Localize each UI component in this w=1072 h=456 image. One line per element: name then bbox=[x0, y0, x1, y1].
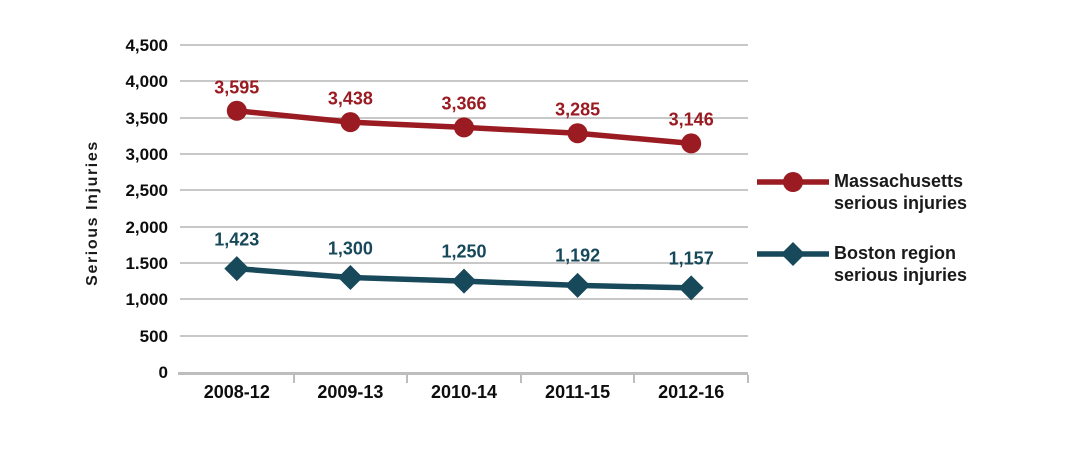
y-axis-tick-label: 3,000 bbox=[125, 145, 168, 164]
legend-label-massachusetts: Massachusetts serious injuries bbox=[834, 170, 967, 214]
y-axis-tick-label: 500 bbox=[139, 326, 168, 346]
legend-marker-diamond-icon bbox=[757, 242, 829, 266]
gridline bbox=[180, 44, 748, 46]
x-axis-tick-label: 2008-12 bbox=[203, 382, 270, 402]
data-point-label: 1,423 bbox=[214, 229, 260, 250]
data-point-marker bbox=[678, 275, 704, 301]
y-axis-tick-label: 1,000 bbox=[125, 290, 168, 310]
y-axis-tick-label: 4,500 bbox=[125, 36, 168, 55]
data-point-marker bbox=[681, 133, 702, 154]
legend-marker-circle-icon bbox=[757, 172, 829, 192]
data-point-marker bbox=[567, 123, 588, 144]
legend-label-line: serious injuries bbox=[834, 193, 968, 213]
gridline bbox=[180, 189, 748, 192]
y-axis-tick-label: 0 bbox=[158, 363, 168, 382]
y-axis-tick-label: 2,500 bbox=[125, 181, 168, 201]
x-axis-tick-label: 2012-16 bbox=[658, 382, 725, 402]
y-axis-tick-label: 2,000 bbox=[125, 217, 168, 237]
x-axis-tick-label: 2011-15 bbox=[545, 382, 611, 402]
gridline bbox=[180, 334, 748, 337]
data-point-marker bbox=[224, 256, 250, 282]
data-point-label: 1,192 bbox=[555, 245, 601, 266]
legend-item-massachusetts: Massachusetts serious injuries bbox=[757, 170, 967, 214]
legend-label-line: Boston region bbox=[834, 243, 956, 263]
x-axis-tick-label: 2010-14 bbox=[430, 382, 498, 402]
data-point-marker bbox=[454, 117, 474, 138]
x-axis-tick bbox=[519, 375, 522, 383]
data-point-label: 3,146 bbox=[668, 109, 714, 130]
chart-legend: Massachusetts serious injuries Boston re… bbox=[757, 0, 1072, 456]
gridline bbox=[180, 80, 748, 83]
y-axis-tick-label: 4,000 bbox=[125, 72, 168, 92]
x-axis-tick bbox=[406, 375, 409, 383]
legend-item-boston-region: Boston region serious injuries bbox=[757, 242, 967, 286]
data-point-marker bbox=[565, 272, 591, 298]
data-point-label: 1,157 bbox=[668, 248, 714, 269]
data-point-label: 1,300 bbox=[327, 238, 373, 259]
y-axis-tick-label: 1.500 bbox=[125, 254, 168, 273]
gridline bbox=[180, 262, 748, 264]
data-point-label: 3,285 bbox=[555, 99, 601, 120]
x-axis-tick bbox=[292, 375, 295, 383]
data-point-marker bbox=[337, 265, 363, 291]
y-axis-tick-label: 3,500 bbox=[125, 108, 168, 128]
data-point-label: 1,250 bbox=[441, 241, 487, 262]
legend-label-boston-region: Boston region serious injuries bbox=[834, 242, 967, 286]
gridline bbox=[180, 225, 748, 228]
data-point-marker bbox=[340, 112, 361, 133]
gridline bbox=[180, 153, 748, 155]
x-axis-tick-label: 2009-13 bbox=[317, 382, 384, 402]
data-point-label: 3,438 bbox=[327, 88, 373, 109]
legend-label-line: serious injuries bbox=[834, 265, 968, 285]
data-point-marker bbox=[451, 268, 477, 294]
gridline bbox=[180, 298, 748, 301]
data-point-label: 3,366 bbox=[441, 93, 487, 114]
data-point-marker bbox=[226, 100, 247, 121]
legend-label-line: Massachusetts bbox=[834, 171, 964, 191]
x-axis-tick bbox=[633, 375, 636, 383]
data-point-label: 3,595 bbox=[214, 77, 260, 98]
x-axis-tick bbox=[747, 375, 749, 383]
x-axis-line bbox=[178, 372, 748, 375]
